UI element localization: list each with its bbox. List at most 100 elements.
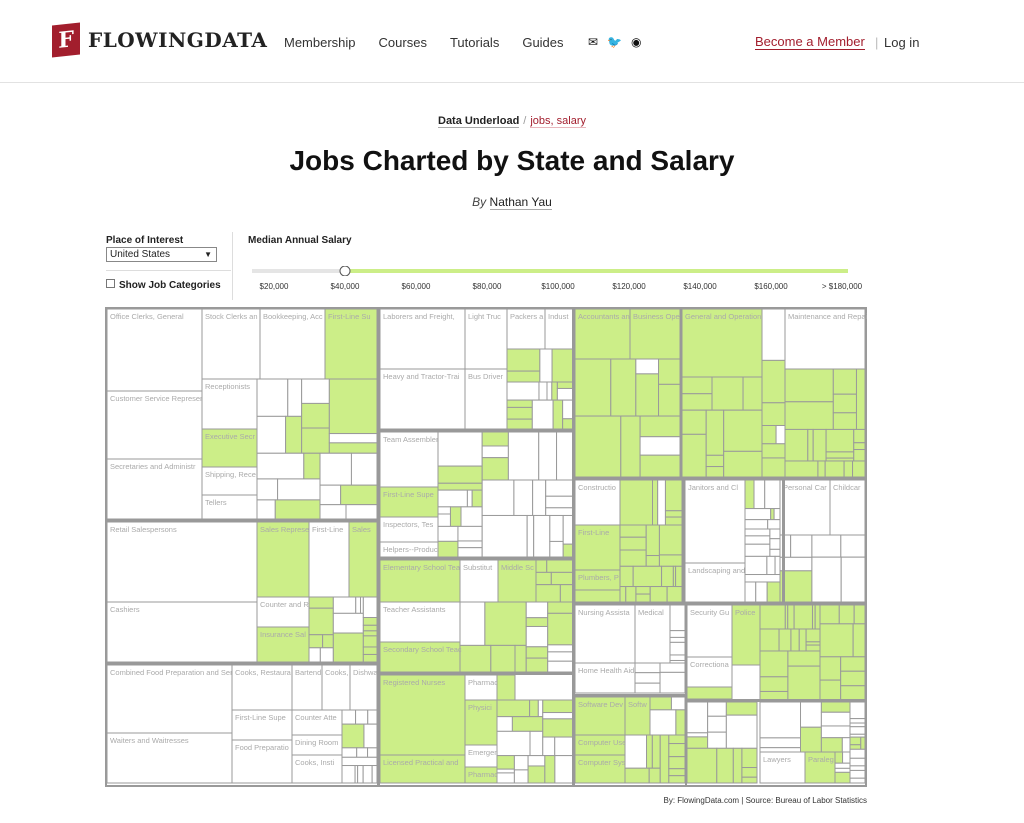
treemap-cell[interactable]	[506, 370, 541, 383]
treemap-cell[interactable]	[545, 507, 574, 516]
treemap-cell[interactable]	[755, 581, 768, 603]
treemap-cell[interactable]	[619, 479, 654, 526]
treemap-cell[interactable]	[348, 521, 378, 598]
treemap-cell[interactable]	[649, 709, 677, 736]
treemap-cell[interactable]	[778, 628, 792, 652]
treemap-cell[interactable]	[849, 701, 866, 720]
treemap-cell[interactable]	[668, 756, 686, 770]
treemap-cell[interactable]	[506, 348, 541, 372]
treemap-cell[interactable]	[256, 521, 310, 598]
treemap-cell[interactable]	[547, 660, 574, 673]
treemap-cell[interactable]	[106, 664, 233, 734]
treemap-cell[interactable]	[106, 308, 203, 392]
treemap-cell[interactable]	[362, 653, 378, 663]
treemap-cell[interactable]	[341, 747, 358, 758]
treemap-cell[interactable]	[525, 646, 549, 659]
treemap-cell[interactable]	[274, 499, 321, 520]
treemap-cell[interactable]	[744, 528, 771, 537]
treemap-cell[interactable]	[666, 586, 683, 603]
treemap-cell[interactable]	[741, 776, 758, 784]
treemap-cell[interactable]	[849, 726, 866, 735]
treemap-cell[interactable]	[357, 765, 364, 784]
treemap-cell[interactable]	[379, 431, 439, 488]
treemap-cell[interactable]	[824, 460, 845, 478]
treemap-cell[interactable]	[379, 674, 466, 756]
treemap-cell[interactable]	[201, 308, 261, 380]
nav-membership[interactable]: Membership	[284, 35, 356, 50]
treemap-cell[interactable]	[635, 586, 651, 595]
treemap-cell[interactable]	[529, 730, 544, 757]
site-logo[interactable]: F FLOWINGDATA	[52, 22, 267, 58]
treemap-cell[interactable]	[620, 415, 641, 478]
treemap-cell[interactable]	[820, 725, 851, 739]
treemap-cell[interactable]	[819, 623, 854, 658]
treemap-cell[interactable]	[287, 378, 303, 417]
treemap-cell[interactable]	[256, 478, 279, 501]
treemap-cell[interactable]	[651, 734, 661, 769]
treemap-cell[interactable]	[744, 535, 771, 545]
treemap-cell[interactable]	[562, 514, 574, 545]
treemap-cell[interactable]	[684, 479, 746, 564]
treemap-cell[interactable]	[761, 443, 786, 459]
treemap-cell[interactable]	[350, 452, 378, 486]
treemap-cell[interactable]	[308, 634, 324, 649]
treemap-cell[interactable]	[506, 406, 533, 420]
treemap-cell[interactable]	[834, 762, 851, 769]
treemap-cell[interactable]	[766, 581, 781, 603]
treemap-cell[interactable]	[686, 732, 709, 738]
treemap-cell[interactable]	[635, 593, 651, 603]
treemap-cell[interactable]	[635, 373, 660, 417]
treemap-cell[interactable]	[668, 768, 686, 777]
treemap-cell[interactable]	[291, 709, 343, 736]
treemap-cell[interactable]	[790, 534, 813, 558]
treemap-cell[interactable]	[669, 604, 686, 632]
treemap-cell[interactable]	[707, 731, 727, 749]
treemap-cell[interactable]	[308, 647, 321, 663]
treemap-cell[interactable]	[664, 516, 683, 526]
treemap-cell[interactable]	[303, 452, 321, 480]
treemap-cell[interactable]	[681, 308, 763, 378]
treemap-cell[interactable]	[761, 424, 777, 445]
treemap-cell[interactable]	[308, 521, 350, 598]
treemap-cell[interactable]	[201, 428, 258, 468]
treemap-cell[interactable]	[723, 450, 763, 478]
treemap-cell[interactable]	[471, 489, 483, 508]
treemap-cell[interactable]	[725, 714, 758, 749]
treemap-cell[interactable]	[820, 701, 851, 713]
treemap-cell[interactable]	[535, 559, 548, 573]
treemap-cell[interactable]	[784, 401, 834, 430]
treemap-cell[interactable]	[362, 596, 378, 618]
treemap-cell[interactable]	[820, 711, 851, 727]
treemap-cell[interactable]	[849, 736, 862, 746]
treemap-cell[interactable]	[619, 536, 647, 551]
treemap-cell[interactable]	[769, 538, 781, 550]
become-member-link[interactable]: Become a Member	[755, 34, 865, 50]
treemap-cell[interactable]	[634, 682, 661, 694]
treemap-cell[interactable]	[437, 489, 468, 508]
treemap-cell[interactable]	[840, 534, 866, 558]
treemap-cell[interactable]	[291, 754, 343, 784]
treemap-cell[interactable]	[661, 565, 674, 588]
treemap-cell[interactable]	[437, 465, 483, 484]
treemap-cell[interactable]	[481, 457, 509, 481]
treemap-cell[interactable]	[843, 460, 854, 478]
treemap-cell[interactable]	[759, 628, 780, 652]
treemap-cell[interactable]	[761, 308, 786, 361]
treemap-cell[interactable]	[538, 431, 558, 481]
treemap-cell[interactable]	[532, 479, 547, 516]
treemap-cell[interactable]	[668, 734, 686, 745]
treemap-cell[interactable]	[832, 393, 857, 414]
treemap-cell[interactable]	[804, 751, 836, 784]
treemap-cell[interactable]	[514, 644, 527, 673]
treemap-cell[interactable]	[819, 679, 842, 701]
treemap-cell[interactable]	[793, 604, 813, 630]
treemap-cell[interactable]	[542, 736, 556, 757]
treemap-cell[interactable]	[459, 644, 492, 673]
treemap-cell[interactable]	[668, 775, 686, 784]
treemap-cell[interactable]	[556, 387, 574, 401]
treemap-cell[interactable]	[675, 709, 686, 736]
breadcrumb-category[interactable]: Data Underload	[438, 115, 520, 128]
treemap-cell[interactable]	[556, 431, 574, 481]
nav-courses[interactable]: Courses	[378, 35, 427, 50]
treemap-cell[interactable]	[527, 755, 546, 767]
